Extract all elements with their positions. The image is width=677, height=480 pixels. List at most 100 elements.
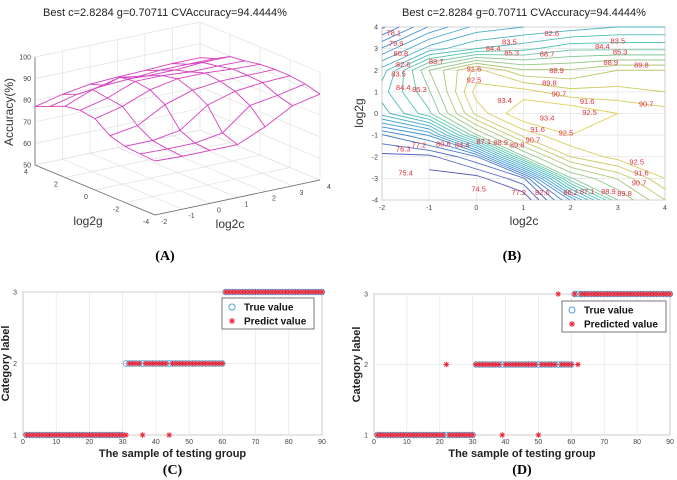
- contour-label: 92.5: [467, 75, 482, 84]
- x-tick-label: 50: [535, 439, 543, 446]
- star-stroke: [309, 289, 315, 295]
- contour-line: [476, 42, 524, 50]
- surface-mesh-line: [199, 56, 321, 95]
- x-tick-label: 0: [21, 439, 25, 446]
- contour-line: [506, 177, 524, 185]
- x-tick-label: 2: [569, 205, 573, 212]
- star-stroke: [146, 361, 152, 366]
- contour-line: [428, 125, 447, 136]
- predicted-value-marker: [299, 289, 305, 295]
- contour-line: [381, 130, 406, 136]
- y-tick-label: -1: [372, 133, 378, 140]
- x-tick-label: -1: [426, 205, 432, 212]
- contour-line: [381, 26, 400, 36]
- star-stroke: [303, 289, 308, 295]
- contour-line: [523, 121, 571, 136]
- contour-line: [381, 48, 409, 62]
- contour-line: [481, 156, 524, 175]
- star-stroke: [107, 432, 112, 438]
- legend-predicted-marker: [569, 321, 575, 327]
- contour-line: [523, 56, 571, 61]
- contour-line: [570, 188, 595, 201]
- contour-line: [498, 134, 524, 147]
- star-stroke: [57, 432, 62, 438]
- panel-label: (D): [512, 463, 532, 478]
- star-stroke: [239, 289, 245, 295]
- contour-line: [429, 31, 477, 47]
- star-stroke: [233, 289, 238, 295]
- contour-line: [458, 134, 477, 142]
- contour-line: [615, 177, 619, 180]
- contour-line: [476, 151, 487, 158]
- star-stroke: [163, 361, 169, 366]
- predicted-value-marker: [139, 432, 146, 438]
- contour-line: [476, 168, 508, 179]
- c-tick-label: 3: [300, 190, 304, 197]
- star-stroke: [296, 289, 302, 295]
- x-tick-label: 4: [663, 205, 667, 212]
- star-stroke: [150, 361, 155, 366]
- y-tick-label: 2: [374, 68, 378, 75]
- contour-line: [523, 75, 571, 80]
- contour-line: [570, 34, 618, 38]
- contour-line: [523, 191, 532, 201]
- contour-line: [524, 178, 547, 201]
- contour-line: [476, 136, 520, 158]
- contour-label: 74.5: [471, 185, 486, 194]
- contour-line: [523, 136, 571, 158]
- contour-label: 91.6: [467, 65, 482, 74]
- star-stroke: [289, 289, 295, 295]
- x-tick-label: 90: [666, 439, 674, 446]
- contour-line: [429, 48, 447, 52]
- star-stroke: [43, 432, 49, 438]
- star-stroke: [269, 289, 275, 295]
- star-stroke: [93, 432, 99, 438]
- contour-label: 93.4: [497, 96, 512, 105]
- star-stroke: [117, 432, 122, 438]
- contour-line: [438, 91, 449, 114]
- contour-line: [487, 134, 524, 152]
- star-stroke: [33, 432, 39, 438]
- contour-line: [547, 156, 571, 168]
- x-tick-label: 60: [567, 439, 575, 446]
- y-tick-label: -3: [372, 176, 378, 183]
- contour-line: [523, 141, 560, 158]
- star-stroke: [259, 289, 265, 295]
- star-stroke: [229, 289, 235, 295]
- contour-line: [445, 40, 477, 50]
- contour-line: [570, 26, 618, 32]
- contour-line: [509, 156, 524, 163]
- star-stroke: [263, 289, 268, 295]
- contour-line: [434, 134, 477, 151]
- contour-label: 83.5: [611, 37, 626, 46]
- contour-line: [519, 156, 524, 159]
- contour-line: [570, 86, 618, 90]
- contour-line: [389, 113, 430, 123]
- contour-line: [617, 172, 633, 179]
- predicted-value-marker: [113, 432, 119, 438]
- contour-line: [471, 68, 477, 71]
- star-stroke: [499, 432, 505, 438]
- contour-line: [570, 185, 601, 201]
- z-tick-label: 80: [23, 98, 31, 105]
- contour-line: [476, 140, 511, 158]
- contour-line: [429, 54, 477, 63]
- contour-line: [476, 156, 524, 177]
- contour-line: [594, 177, 619, 191]
- panel-c-scatter-plot: 0 10 20 30 40 50 60 70 80 90 1 2 3 True value Predict …: [0, 288, 326, 478]
- contour-line: [429, 51, 477, 60]
- z-tick-label: 60: [23, 141, 31, 148]
- contour-line: [519, 134, 524, 138]
- contour-label: 92.5: [582, 108, 597, 117]
- legend-predicted-marker: [229, 318, 235, 324]
- star-stroke: [279, 289, 285, 295]
- star-stroke: [27, 432, 32, 438]
- contour-label: 92.5: [629, 158, 644, 167]
- surface-mesh-line: [62, 89, 183, 157]
- contour-line: [476, 26, 524, 33]
- contour-line: [381, 48, 395, 55]
- contour-line: [428, 122, 453, 136]
- c-axis-line: [154, 179, 321, 216]
- star-stroke: [444, 362, 449, 367]
- contour-label: 88.9: [603, 58, 618, 67]
